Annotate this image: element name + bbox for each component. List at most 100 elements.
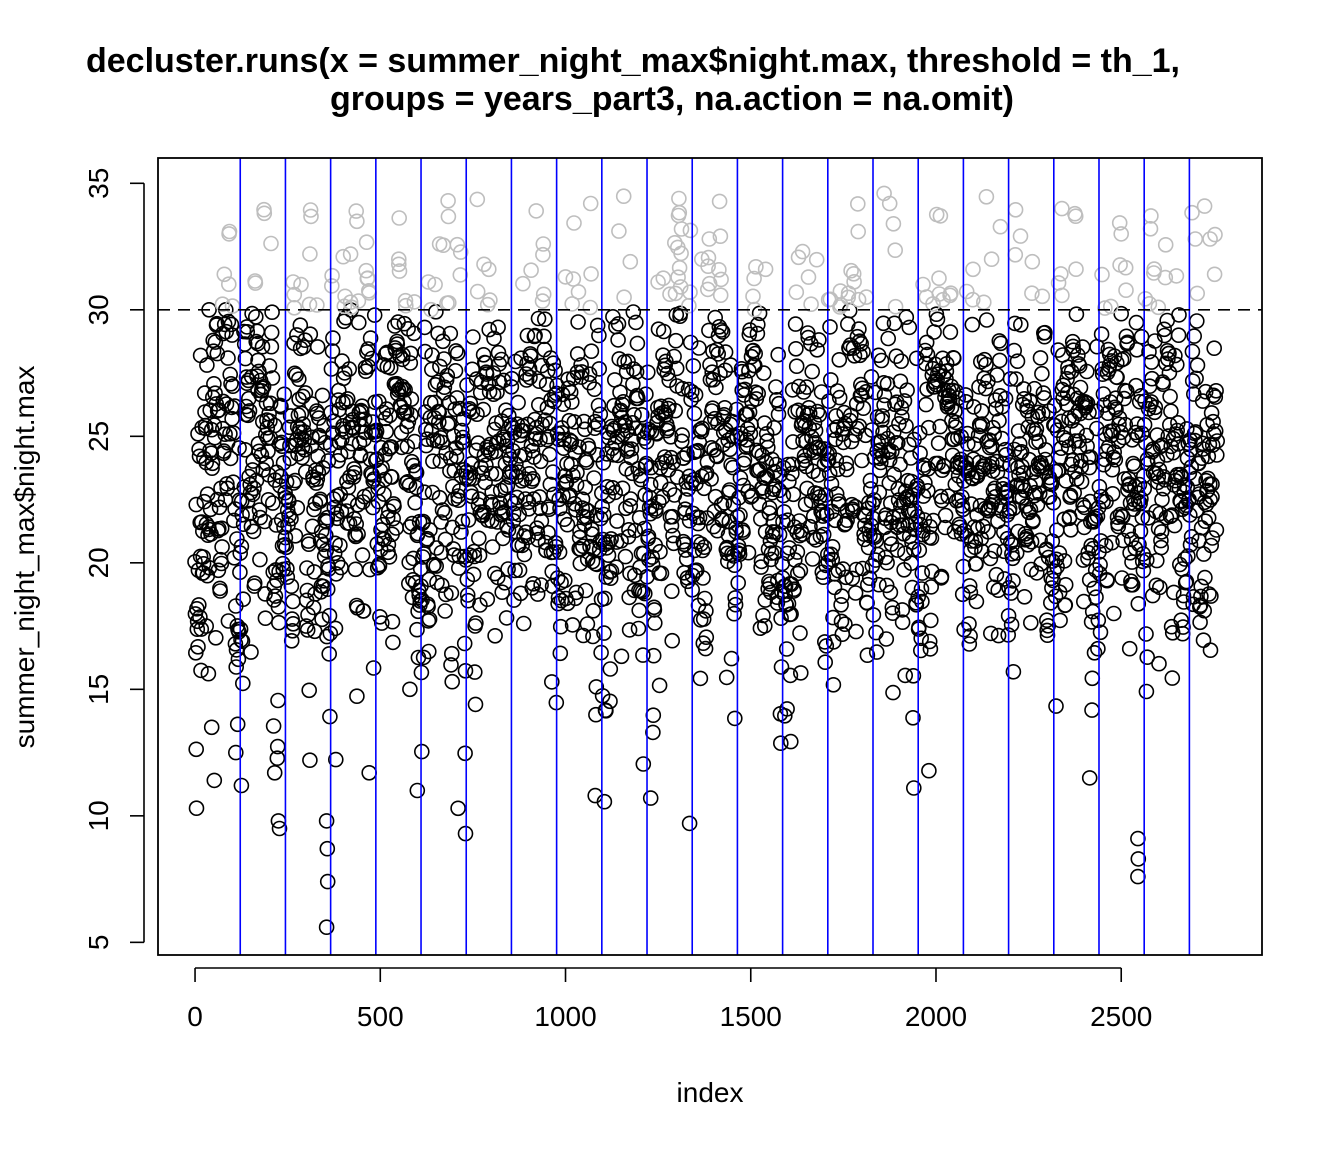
- data-point: [470, 530, 487, 547]
- data-point: [833, 613, 850, 630]
- exceedance-point: [1150, 299, 1167, 316]
- data-point: [266, 417, 283, 434]
- exceedance-point: [535, 246, 551, 263]
- data-point: [350, 314, 367, 331]
- data-point: [609, 513, 625, 529]
- data-point: [821, 393, 837, 410]
- data-point: [595, 506, 612, 523]
- data-point: [455, 433, 472, 450]
- data-point: [622, 491, 639, 507]
- data-point: [888, 394, 905, 411]
- data-point: [811, 407, 828, 423]
- data-point: [768, 391, 785, 408]
- data-point: [262, 395, 279, 412]
- data-point: [756, 415, 773, 431]
- data-point: [203, 719, 220, 736]
- data-point: [775, 460, 792, 476]
- data-point: [206, 772, 223, 789]
- data-point: [1187, 470, 1204, 487]
- exceedance-point: [469, 283, 486, 300]
- exceedance-point: [670, 269, 686, 286]
- data-point: [788, 358, 805, 375]
- data-point: [798, 379, 815, 395]
- data-point: [1003, 616, 1020, 633]
- data-point: [923, 579, 940, 595]
- data-point: [242, 505, 258, 522]
- data-point: [792, 562, 809, 579]
- data-point: [629, 335, 646, 352]
- exceedance-point: [582, 195, 599, 212]
- data-point: [550, 589, 567, 606]
- data-point: [847, 585, 864, 601]
- data-point: [1068, 306, 1085, 323]
- data-point: [742, 322, 758, 338]
- data-point: [908, 350, 925, 367]
- data-point: [508, 456, 524, 472]
- data-point: [206, 417, 223, 433]
- data-point: [1048, 698, 1064, 714]
- data-point: [698, 603, 714, 619]
- data-point: [214, 539, 230, 555]
- data-point: [344, 419, 360, 436]
- data-point: [716, 399, 733, 416]
- data-point: [244, 462, 261, 478]
- data-point: [515, 615, 532, 632]
- data-point: [636, 585, 653, 602]
- data-point: [472, 384, 489, 401]
- data-point: [222, 366, 238, 383]
- exceedance-point: [958, 283, 975, 300]
- exceedance-point: [803, 296, 819, 313]
- data-point: [641, 551, 657, 568]
- data-point: [913, 581, 930, 597]
- data-point: [808, 532, 824, 548]
- data-point: [930, 435, 947, 452]
- data-point: [551, 544, 568, 560]
- data-point: [859, 647, 876, 664]
- data-point: [1197, 513, 1214, 530]
- data-point: [896, 393, 913, 409]
- data-point: [547, 362, 563, 379]
- data-point: [694, 542, 711, 559]
- exceedance-point: [846, 273, 862, 290]
- data-point: [1119, 383, 1135, 400]
- data-point: [889, 542, 906, 558]
- data-point: [1203, 588, 1219, 604]
- data-point: [622, 498, 639, 514]
- data-point: [235, 516, 252, 533]
- data-point: [778, 597, 795, 613]
- data-point: [922, 612, 939, 629]
- data-point: [764, 451, 780, 468]
- data-point: [817, 654, 834, 671]
- data-point: [529, 586, 546, 602]
- data-point: [486, 330, 502, 347]
- data-point: [778, 641, 795, 657]
- data-point: [254, 380, 270, 396]
- exceedance-point: [611, 223, 627, 239]
- data-point: [478, 366, 495, 382]
- data-point: [844, 570, 861, 587]
- data-point: [914, 593, 930, 610]
- data-point: [899, 382, 915, 399]
- data-point: [1183, 528, 1200, 545]
- data-point: [1204, 530, 1221, 546]
- data-point: [884, 599, 901, 616]
- data-point: [1171, 307, 1187, 323]
- data-point: [1147, 333, 1163, 349]
- data-point: [905, 780, 922, 796]
- data-point: [914, 565, 931, 581]
- data-point: [1064, 333, 1081, 350]
- data-point: [245, 486, 261, 503]
- data-point: [1202, 642, 1219, 659]
- exceedance-point: [337, 288, 353, 305]
- data-point: [402, 355, 419, 371]
- data-point: [252, 551, 268, 568]
- data-point: [978, 356, 994, 373]
- data-point: [264, 304, 280, 321]
- exceedance-point: [1111, 215, 1128, 231]
- data-point: [309, 405, 326, 422]
- data-point: [937, 507, 954, 524]
- chart-title-line-1: decluster.runs(x = summer_night_max$nigh…: [86, 42, 1180, 80]
- data-point: [613, 533, 629, 549]
- data-point: [279, 560, 295, 577]
- exceedance-point: [655, 270, 672, 287]
